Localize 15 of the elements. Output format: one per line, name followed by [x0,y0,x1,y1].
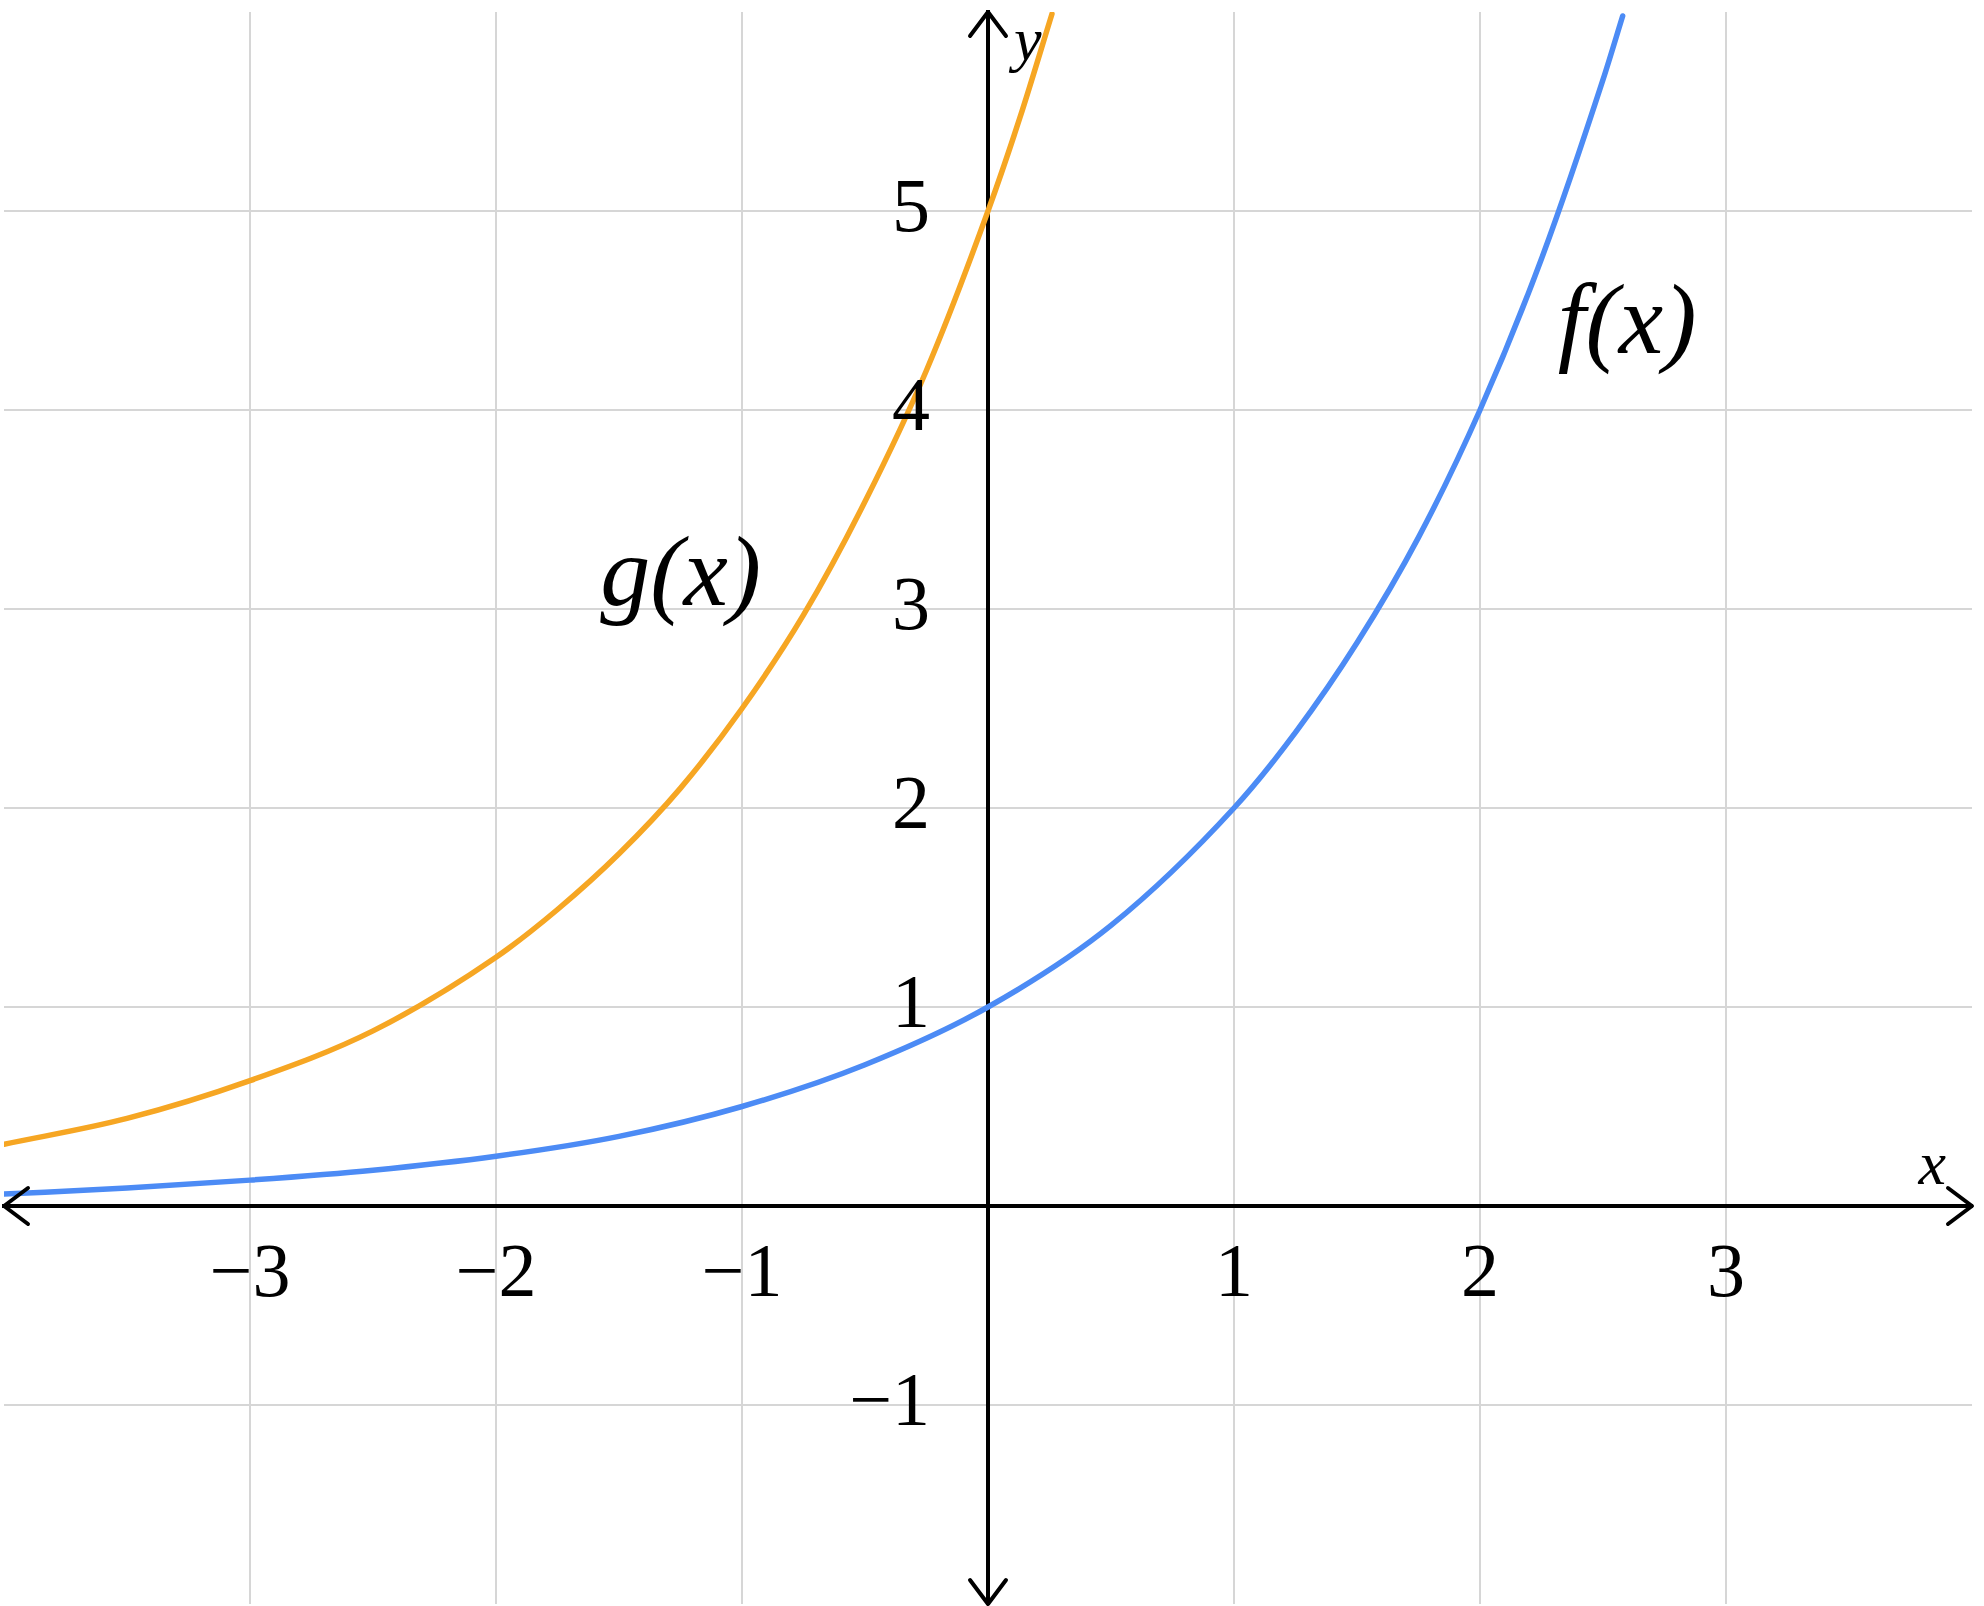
x-tick-label: 1 [1215,1227,1253,1312]
y-tick-label: 3 [892,560,930,645]
series-label: g(x) [600,516,762,628]
x-tick-label: −2 [455,1227,537,1312]
series-label: f(x) [1557,264,1697,376]
x-tick-label: 3 [1707,1227,1745,1312]
x-axis-title: x [1917,1129,1947,1197]
y-tick-label: 2 [892,759,930,844]
x-tick-label: −1 [701,1227,783,1312]
y-tick-label: −1 [849,1356,930,1441]
x-tick-label: 2 [1461,1227,1499,1312]
y-axis-title: y [1008,5,1042,73]
y-tick-label: 1 [892,958,930,1043]
x-tick-label: −3 [209,1227,291,1312]
y-tick-label: 5 [892,162,930,247]
